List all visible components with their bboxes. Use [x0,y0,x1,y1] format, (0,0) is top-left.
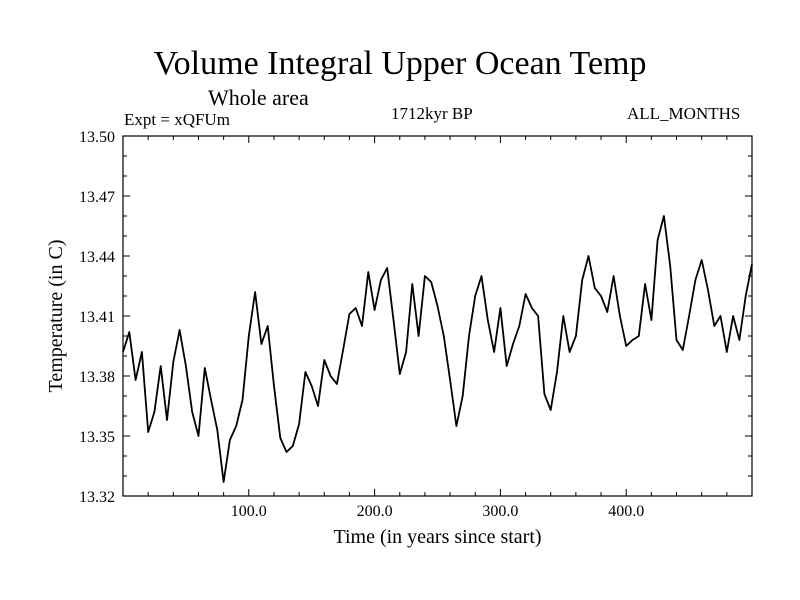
months-label: ALL_MONTHS [627,104,741,123]
period-label: 1712kyr BP [391,104,473,123]
y-tick-label: 13.44 [79,249,115,266]
y-tick-label: 13.41 [79,309,115,326]
series-line [122,215,753,483]
x-tick-label: 200.0 [357,503,393,520]
x-axis-label: Time (in years since start) [333,526,541,548]
x-tick-label: 300.0 [482,503,518,520]
x-tick-label: 100.0 [231,503,267,520]
series-layer [122,215,753,483]
experiment-label: Expt = xQFUm [124,110,230,129]
chart-title: Volume Integral Upper Ocean Temp [153,45,647,82]
y-tick-label: 13.35 [79,429,115,446]
tick-labels: 13.32 13.35 13.38 13.41 13.44 13.47 13.50 100.0… [79,129,644,520]
chart-subtitle: Whole area [208,85,309,110]
y-axis-label: Temperature (in C) [45,240,67,393]
x-tick-label: 400.0 [608,503,644,520]
axis-ticks [123,135,752,497]
y-tick-label: 13.50 [79,129,115,146]
y-tick-label: 13.32 [79,489,115,506]
y-tick-label: 13.47 [79,189,115,206]
y-tick-label: 13.38 [79,369,115,386]
plot-frame [122,135,753,497]
